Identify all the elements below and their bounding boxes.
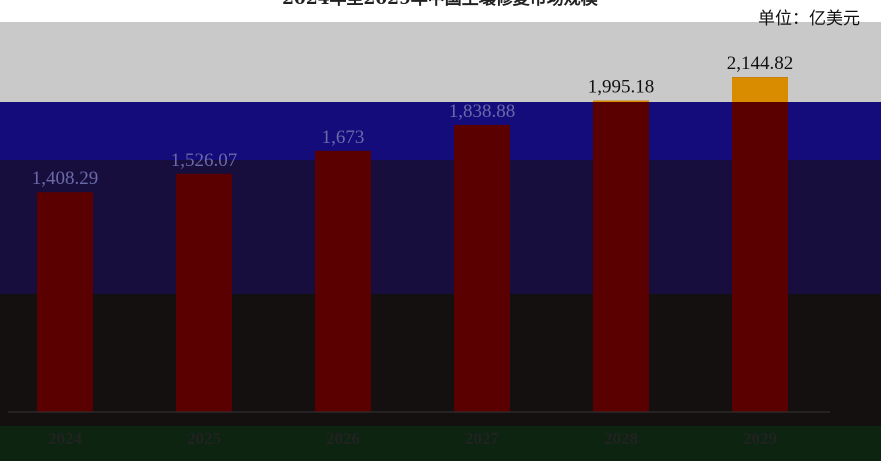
bar-2028 (593, 100, 649, 412)
bar-2024 (37, 192, 93, 412)
unit-label: 单位：亿美元 (758, 9, 860, 29)
background-band-footer (0, 426, 881, 461)
x-tick-label-2026: 2026 (326, 429, 360, 448)
x-tick-label-2025: 2025 (187, 429, 221, 448)
bar-top-highlight-2029 (732, 77, 788, 102)
bar-2027 (454, 124, 510, 412)
x-tick-label-2028: 2028 (604, 429, 638, 448)
bars-layer (37, 77, 788, 412)
value-label-2024: 1,408.29 (32, 168, 99, 189)
bar-2025 (176, 173, 232, 412)
value-label-2029: 2,144.82 (727, 53, 794, 74)
chart-title: 2024年至2029年中国土壤修复市场规模 (282, 0, 599, 9)
x-tick-labels-layer: 2024 2025 2026 2027 2028 2029 (48, 429, 777, 448)
value-label-2027: 1,838.88 (449, 101, 516, 122)
x-tick-label-2027: 2027 (465, 429, 500, 448)
value-labels-layer: 1,408.29 1,526.07 1,673 1,838.88 1,995.18 2,1… (32, 53, 794, 189)
x-tick-label-2024: 2024 (48, 429, 83, 448)
x-tick-label-2029: 2029 (743, 429, 777, 448)
value-label-2026: 1,673 (322, 127, 365, 148)
value-label-2025: 1,526.07 (171, 150, 238, 171)
bar-2029 (732, 77, 788, 412)
value-label-2028: 1,995.18 (588, 77, 655, 98)
bar-2026 (315, 150, 371, 412)
bar-top-highlight-2028 (593, 100, 649, 102)
